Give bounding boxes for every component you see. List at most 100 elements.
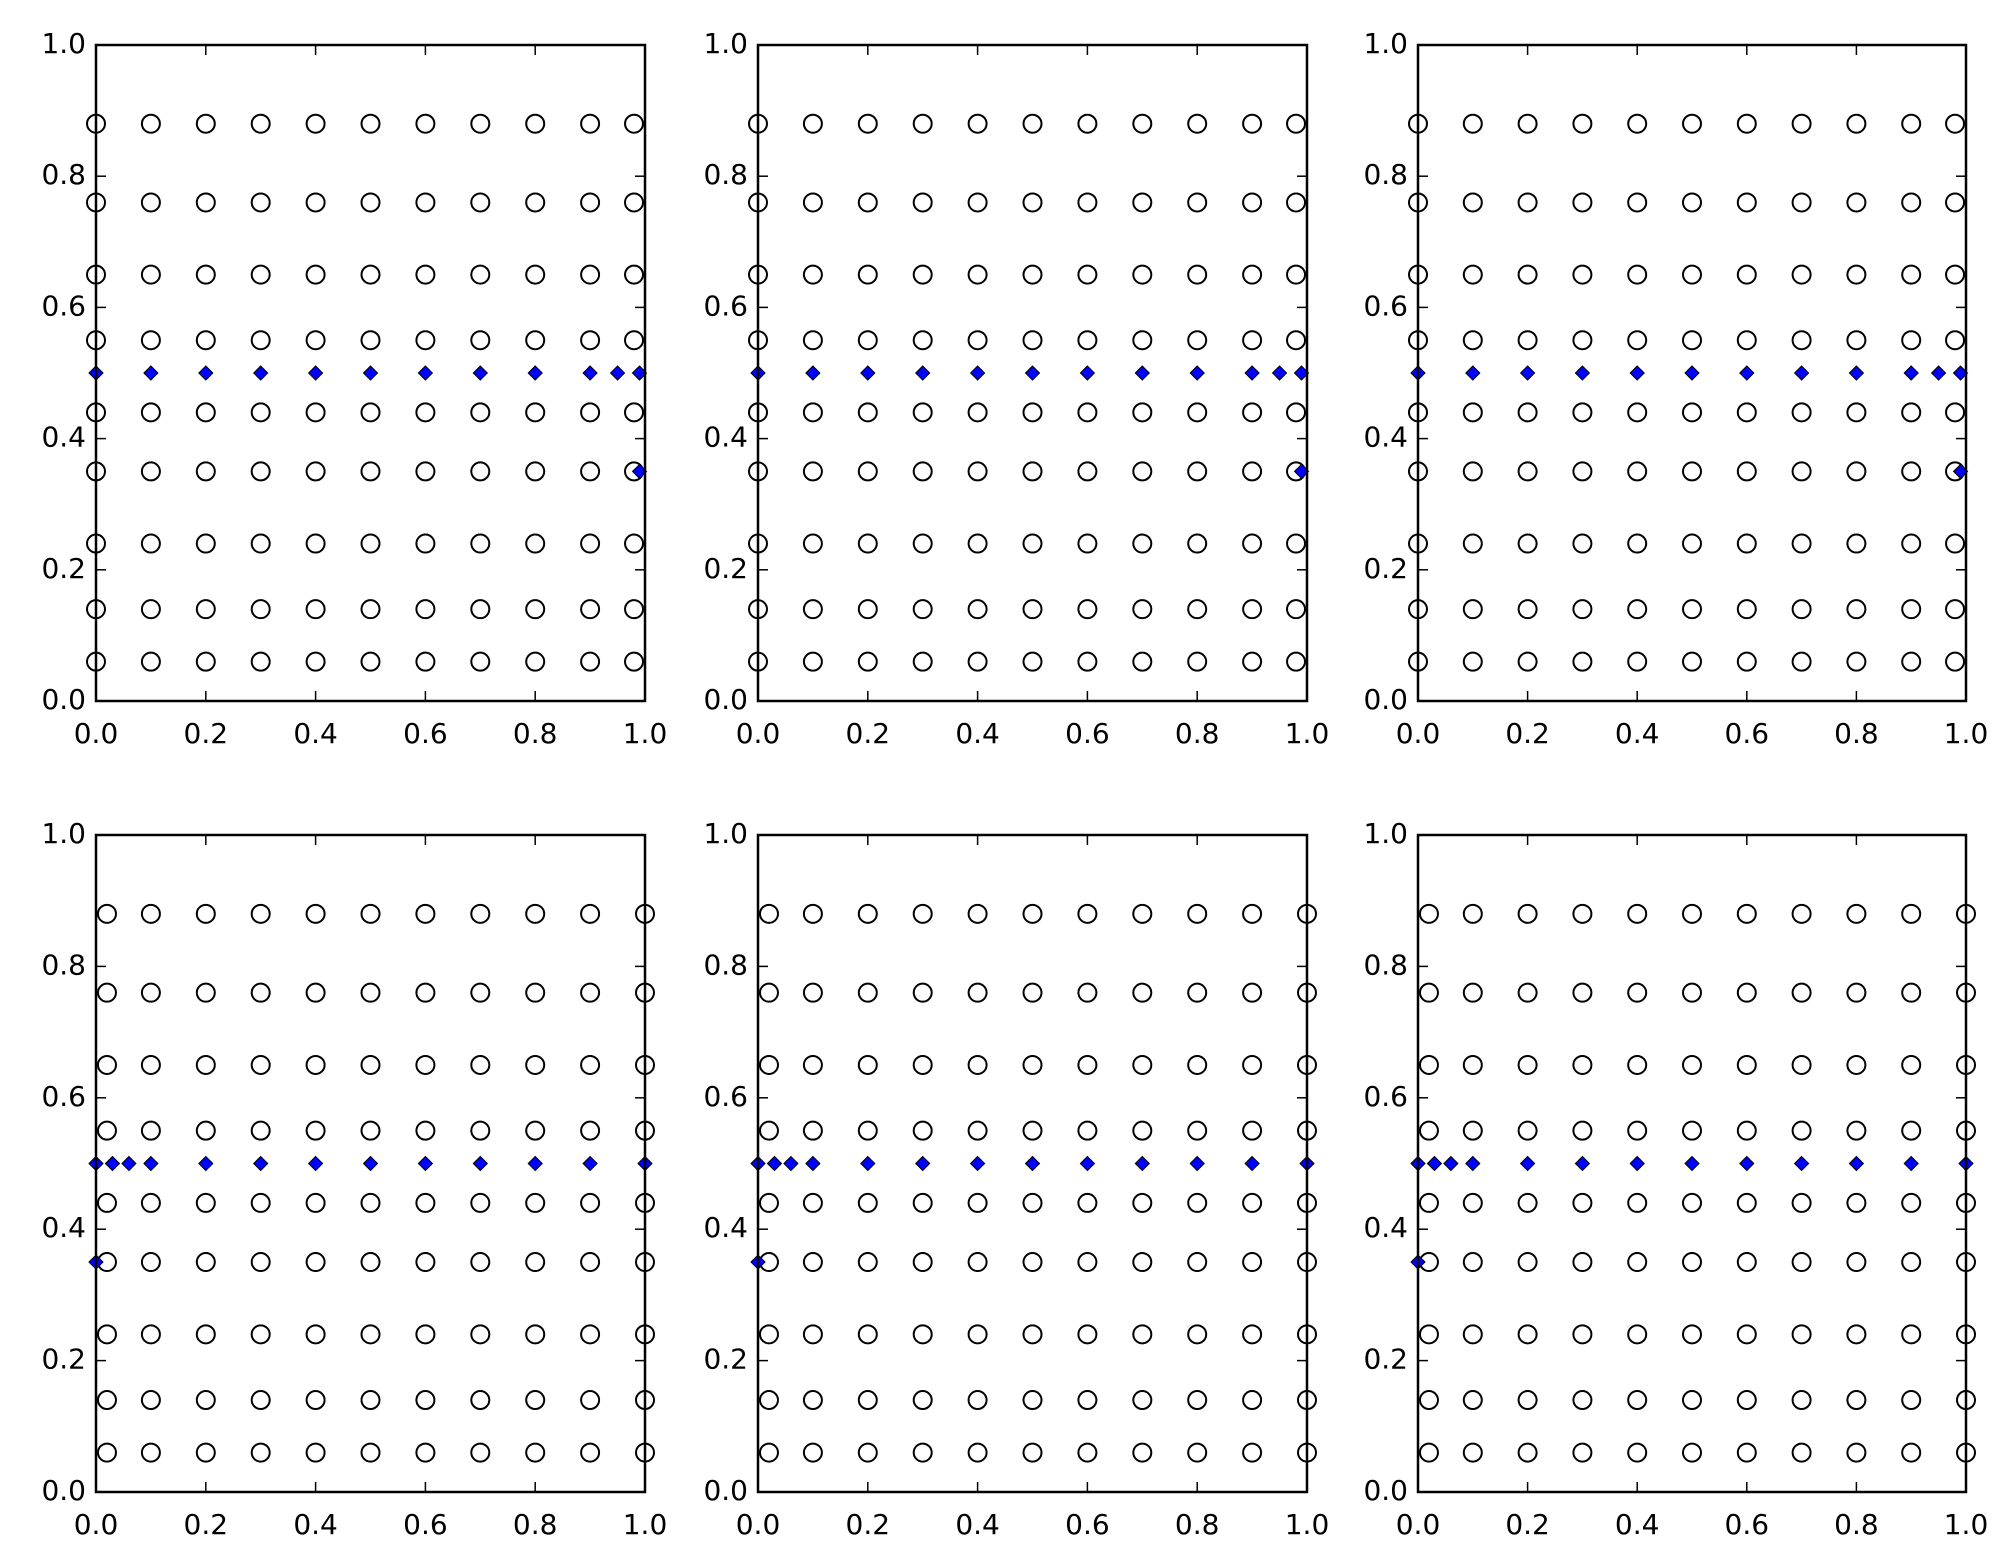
diamond-point	[860, 365, 876, 381]
circle-point	[1286, 264, 1307, 285]
circle-point	[802, 1120, 823, 1141]
circle-point	[857, 1390, 878, 1411]
circle-point	[802, 599, 823, 620]
circle-point	[1682, 533, 1702, 554]
x-tick-label: 1.0	[623, 1508, 668, 1541]
circle-point	[967, 599, 988, 620]
circle-point	[1517, 982, 1538, 1003]
circle-point	[360, 1324, 381, 1345]
circle-point	[305, 533, 326, 554]
circle-point	[360, 1120, 381, 1141]
circle-point	[758, 1120, 779, 1141]
circle-point	[967, 1390, 988, 1411]
circle-point	[1517, 192, 1538, 213]
circle-point	[250, 1120, 271, 1141]
circle-point	[802, 1054, 823, 1075]
circle-point	[1242, 192, 1263, 213]
circle-point	[1462, 533, 1483, 554]
circle-point	[967, 1054, 988, 1075]
circle-point	[624, 264, 645, 285]
circle-point	[624, 330, 645, 351]
circle-point	[580, 599, 601, 620]
circle-point	[140, 533, 161, 554]
circle-point	[1901, 1442, 1922, 1463]
circle-point	[1286, 533, 1307, 554]
circle-point	[1517, 651, 1538, 672]
circle-point	[305, 1054, 326, 1075]
circle-point	[758, 982, 779, 1003]
circle-point	[967, 1252, 988, 1273]
diamond-point	[914, 365, 931, 381]
circle-point	[1846, 192, 1867, 213]
circle-point	[1901, 599, 1922, 620]
circle-point	[1286, 651, 1307, 672]
circle-point	[1791, 903, 1812, 924]
diamond-point	[766, 1155, 783, 1172]
circle-point	[912, 402, 933, 423]
x-tick-label: 0.2	[846, 1508, 891, 1541]
diamond-point	[143, 365, 159, 381]
circle-point	[415, 599, 436, 620]
circle-point	[1132, 330, 1153, 351]
circle-point	[1517, 1442, 1538, 1463]
circle-point	[470, 599, 491, 620]
circle-point	[1791, 264, 1812, 285]
circle-point	[96, 1192, 117, 1213]
circle-point	[1791, 192, 1812, 213]
circle-point	[1572, 1120, 1593, 1141]
circle-point	[580, 1192, 601, 1213]
circle-point	[580, 903, 601, 924]
circle-point	[1242, 264, 1263, 285]
circle-point	[1132, 982, 1153, 1003]
circle-point	[470, 1054, 491, 1075]
x-tick-label: 1.0	[623, 717, 668, 750]
circle-point	[305, 1442, 326, 1463]
y-tick-label: 0.4	[1363, 1211, 1408, 1244]
circle-point	[470, 1390, 491, 1411]
circle-point	[1572, 1324, 1593, 1345]
y-tick-label: 0.2	[1363, 1343, 1408, 1376]
circle-point	[1901, 402, 1922, 423]
circle-point	[525, 1442, 546, 1463]
circle-point	[1462, 1324, 1483, 1345]
circle-point	[1187, 1192, 1208, 1213]
y-tick-label: 0.0	[41, 683, 86, 716]
circle-point	[1022, 461, 1043, 482]
circle-point	[1736, 1192, 1757, 1213]
circle-point	[857, 1192, 878, 1213]
circle-point	[96, 1390, 117, 1411]
circle-point	[912, 113, 933, 134]
circle-point	[802, 1252, 823, 1273]
circle-point	[967, 461, 988, 482]
circle-point	[250, 903, 271, 924]
circle-point	[1682, 1192, 1702, 1213]
circle-point	[140, 1120, 161, 1141]
circle-point	[1077, 330, 1098, 351]
circle-point	[912, 903, 933, 924]
circle-point	[140, 461, 161, 482]
circle-point	[1791, 1390, 1812, 1411]
circle-point	[1682, 1252, 1702, 1273]
circle-point	[857, 1252, 878, 1273]
circle-point	[195, 330, 216, 351]
circle-point	[1901, 1252, 1922, 1273]
circle-point	[967, 264, 988, 285]
circle-point	[1187, 982, 1208, 1003]
circle-point	[140, 264, 161, 285]
circle-point	[470, 461, 491, 482]
circle-point	[360, 1442, 381, 1463]
circle-point	[1572, 982, 1593, 1003]
circle-point	[1627, 1192, 1648, 1213]
circle-point	[912, 330, 933, 351]
y-tick-label: 0.2	[41, 1343, 86, 1376]
circle-point	[1022, 982, 1043, 1003]
circle-point	[525, 1192, 546, 1213]
diamond-point	[104, 1155, 121, 1172]
y-tick-label: 1.0	[1363, 27, 1408, 60]
circle-point	[1846, 1390, 1867, 1411]
circle-point	[1846, 1324, 1867, 1345]
circle-point	[967, 651, 988, 672]
circle-point	[1682, 402, 1702, 423]
diamond-point	[472, 365, 489, 381]
circle-point	[624, 651, 645, 672]
